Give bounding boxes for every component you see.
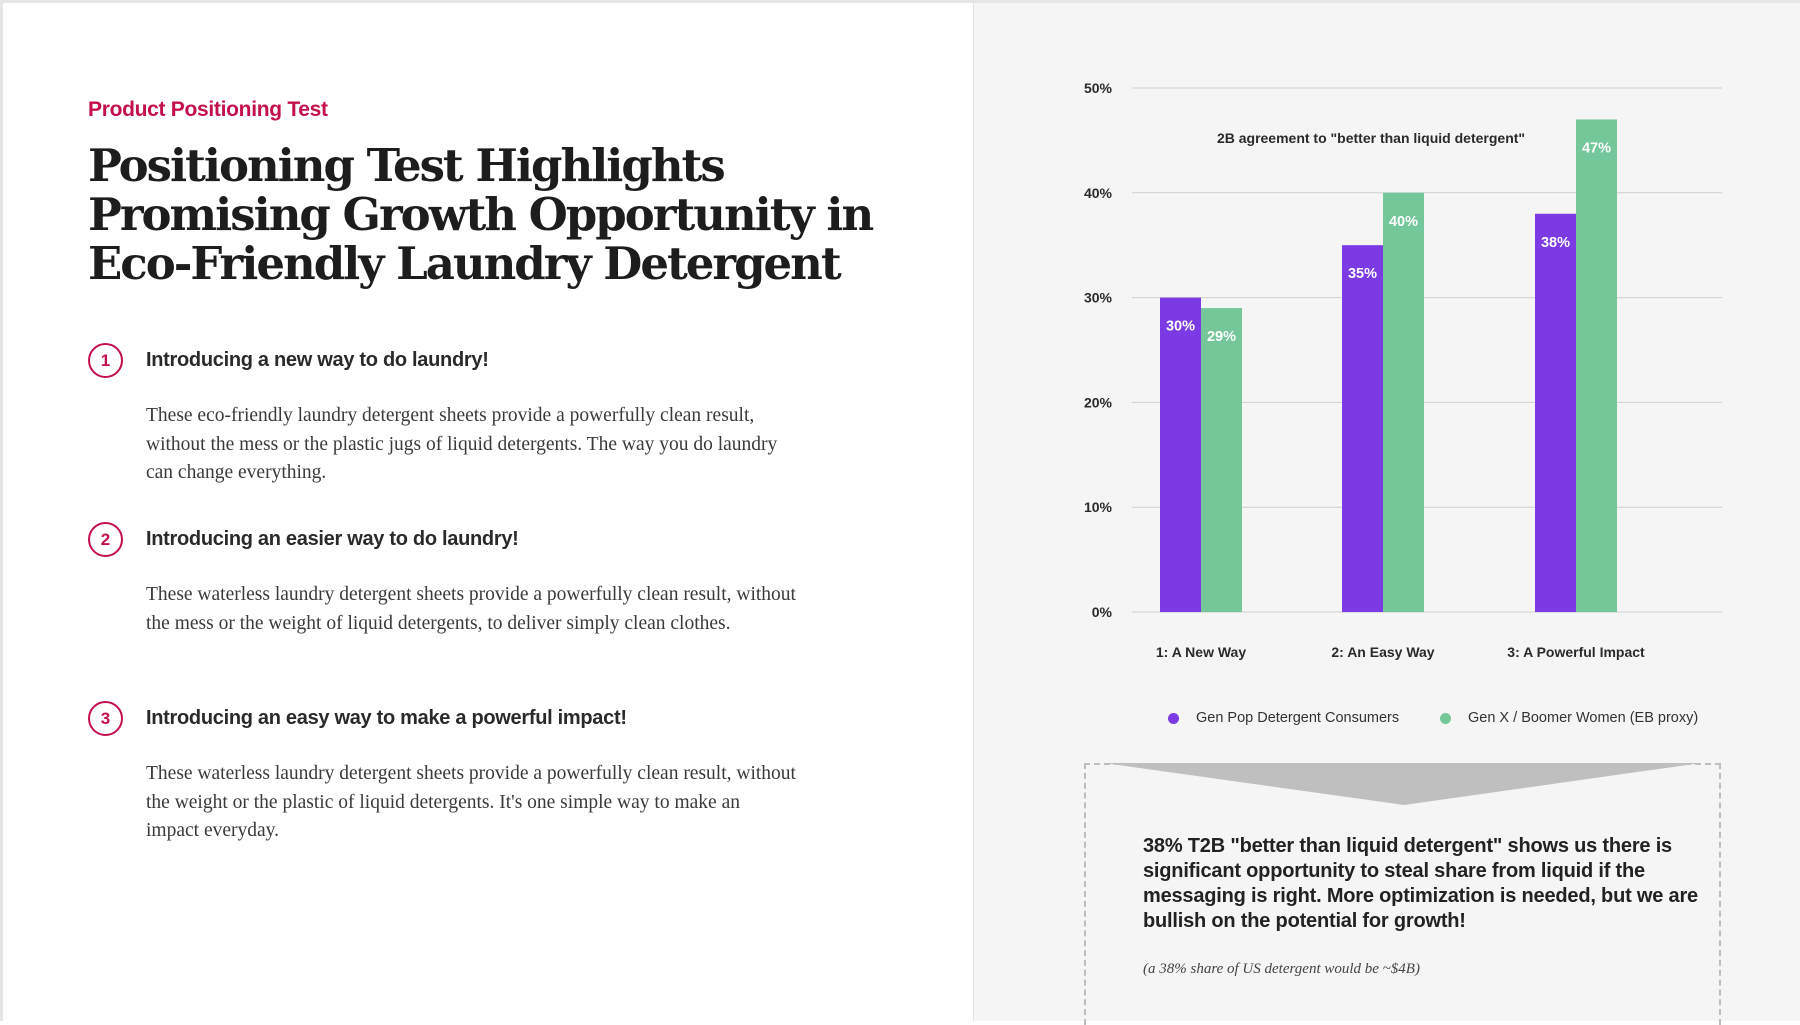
x-tick-label: 2: An Easy Way <box>1331 644 1434 660</box>
bar-value-label: 35% <box>1348 266 1377 282</box>
bar <box>1535 213 1576 612</box>
y-tick-label: 20% <box>1084 394 1113 410</box>
bar-value-label: 30% <box>1166 319 1195 335</box>
y-tick-label: 40% <box>1084 185 1113 201</box>
callout-text: 38% T2B "better than liquid detergent" s… <box>1143 835 1698 932</box>
y-tick-label: 10% <box>1084 499 1113 515</box>
down-arrow-shape <box>1104 763 1701 805</box>
right-panel: 2B agreement to "better than liquid dete… <box>973 3 1800 1025</box>
x-tick-label: 3: A Powerful Impact <box>1507 644 1645 660</box>
x-tick-label: 1: A New Way <box>1156 644 1246 660</box>
bar-value-label: 47% <box>1582 140 1611 156</box>
bar-value-label: 29% <box>1207 329 1236 345</box>
legend-item-genx-boomer: Gen X / Boomer Women (EB proxy) <box>1440 710 1698 726</box>
item-body: These waterless laundry detergent sheets… <box>146 763 796 841</box>
eyebrow-label: Product Positioning Test <box>88 98 328 121</box>
callout-note: (a 38% share of US detergent would be ~$… <box>1143 961 1420 977</box>
left-panel: Product Positioning Test Positioning Tes… <box>3 3 973 1021</box>
number-badge: 3 <box>88 701 123 736</box>
bar-chart: 2B agreement to "better than liquid dete… <box>1084 80 1722 660</box>
y-tick-label: 30% <box>1084 290 1113 306</box>
item-heading: Introducing an easy way to make a powerf… <box>146 707 627 729</box>
chart-legend: Gen Pop Detergent Consumers Gen X / Boom… <box>974 710 1800 734</box>
slide-title: Positioning Test Highlights Promising Gr… <box>88 139 874 290</box>
insight-callout: 38% T2B "better than liquid detergent" s… <box>1084 763 1721 1025</box>
legend-dot-green <box>1440 712 1451 724</box>
item-heading: Introducing a new way to do laundry! <box>146 349 489 371</box>
number-badge: 2 <box>88 522 123 557</box>
bar <box>1576 119 1617 612</box>
bar-value-label: 40% <box>1389 214 1418 230</box>
bar <box>1201 308 1242 612</box>
y-tick-label: 50% <box>1084 80 1113 96</box>
chart-title: 2B agreement to "better than liquid dete… <box>1217 130 1525 146</box>
legend-label: Gen X / Boomer Women (EB proxy) <box>1468 710 1699 726</box>
item-body: These waterless laundry detergent sheets… <box>146 584 796 634</box>
bar-value-label: 38% <box>1541 235 1570 251</box>
number-badge: 1 <box>88 343 123 378</box>
bar <box>1383 192 1424 613</box>
legend-item-gen-pop: Gen Pop Detergent Consumers <box>1168 710 1399 726</box>
bar <box>1342 245 1383 612</box>
y-tick-label: 0% <box>1092 604 1113 620</box>
item-body: These eco-friendly laundry detergent she… <box>146 405 778 483</box>
bar <box>1160 297 1201 612</box>
legend-label: Gen Pop Detergent Consumers <box>1196 710 1400 726</box>
legend-dot-purple <box>1168 712 1179 724</box>
item-heading: Introducing an easier way to do laundry! <box>146 528 519 550</box>
